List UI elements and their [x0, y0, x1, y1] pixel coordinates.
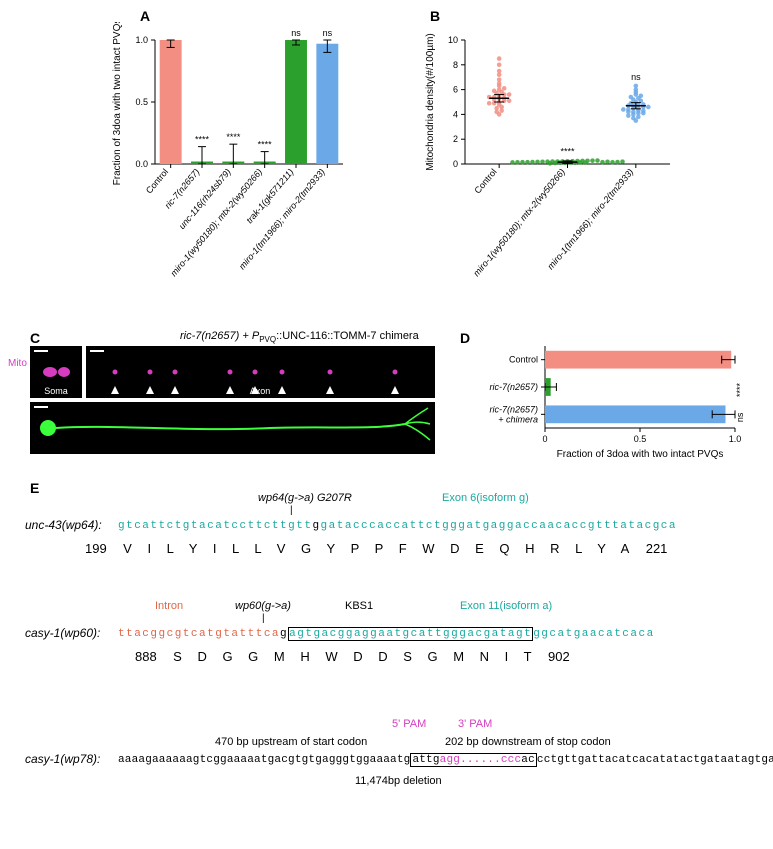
wp60-seq-mut: g [280, 628, 288, 640]
unc43-aa-seq: V I L Y I L L V G Y P P F W D E Q H R L … [123, 541, 635, 556]
wp78-pam-seq: agg......ccc [440, 754, 522, 766]
svg-text:Soma: Soma [44, 386, 68, 396]
wp78-deletion: 11,474bp deletion [355, 775, 442, 787]
wp60-seq-after: ggcatgaacatcaca [533, 628, 655, 640]
panel-d-chart: 0 0.5 1.0 Fraction of 3doa with two intact … [460, 340, 750, 460]
svg-text:6: 6 [453, 85, 458, 95]
panel-c-title-1: ric-7(n2657) + P [180, 330, 259, 342]
svg-text:Mitochondria density(#/100µm): Mitochondria density(#/100µm) [425, 33, 436, 171]
svg-text:1.0: 1.0 [729, 434, 742, 444]
unc43-seq-m: g [312, 520, 320, 532]
wp78-seq-r: cctgttgattacatcacatatactgataatagtgaatact… [537, 754, 773, 766]
wp78-pam5: 5' PAM [392, 718, 426, 730]
panel-c-title: ric-7(n2657) + PPVQ::UNC-116::TOMM-7 chi… [180, 330, 419, 344]
svg-text:****: **** [560, 147, 575, 157]
unc43-aa-end: 221 [646, 541, 668, 556]
wp78-box-l: attg [412, 754, 439, 766]
svg-text:Fraction of 3doa with two inta: Fraction of 3doa with two intact PVQs [557, 449, 724, 460]
unc43-seq-l: gtcattctgtacatccttcttgtt [118, 520, 312, 532]
panel-c-mito-label: Mito [8, 358, 27, 369]
panel-b-chart: 0 2 4 6 8 10 Mitochondria density(#/100µm) Cont… [415, 22, 675, 312]
svg-text:Axon: Axon [250, 386, 271, 396]
svg-text:****: **** [226, 132, 241, 142]
svg-text:****: **** [735, 383, 745, 398]
wp60-aa-end: 902 [548, 649, 570, 664]
wp78-pam3: 3' PAM [458, 718, 492, 730]
svg-text:ns: ns [291, 28, 301, 38]
panel-c-title-2: ::UNC-116::TOMM-7 chimera [276, 330, 419, 342]
wp60-aa-seq: S D G G M H W D D S G M N I T [173, 649, 537, 664]
wp78-seq-l: aaaagaaaaaagtcggaaaaatgacgtgtgagggtggaaa… [118, 754, 410, 766]
svg-text:****: **** [258, 140, 273, 150]
svg-text:8: 8 [453, 60, 458, 70]
svg-text:Control: Control [509, 355, 538, 365]
svg-text:0.5: 0.5 [135, 97, 148, 107]
svg-text:ns: ns [735, 412, 745, 422]
svg-text:+ chimera: + chimera [498, 414, 538, 424]
svg-text:0.5: 0.5 [634, 434, 647, 444]
wp60-gene-label: casy-1(wp60): [25, 626, 100, 640]
panel-e-label: E [30, 480, 39, 496]
svg-text:Control: Control [144, 167, 170, 196]
panel-c-microscopy: Soma Axon [30, 346, 435, 456]
wp60-mut-label: wp60(g->a) [235, 600, 291, 612]
svg-text:Fraction of 3doa with two inta: Fraction of 3doa with two intact PVQs [112, 22, 123, 185]
unc43-aa-start: 199 [85, 541, 107, 556]
svg-text:ns: ns [631, 72, 641, 82]
wp78-box-r: ac [521, 754, 535, 766]
panel-c-title-sub: PVQ [259, 335, 276, 344]
unc43-exon-label: Exon 6(isoform g) [442, 492, 529, 504]
wp60-intron-label: Intron [155, 600, 183, 612]
svg-text:2: 2 [453, 134, 458, 144]
svg-text:****: **** [195, 135, 210, 145]
svg-text:ric-7(n2657): ric-7(n2657) [489, 404, 538, 414]
wp60-aa-start: 888 [135, 649, 157, 664]
svg-text:1.0: 1.0 [135, 35, 148, 45]
unc43-seq-r: gatacccaccattctgggatgaggaccaacaccgtttata… [321, 520, 677, 532]
wp60-kbs-label: KBS1 [345, 600, 373, 612]
wp60-seq-intron: ttacggcgtcatgtatttca [118, 628, 280, 640]
panel-c-label: C [30, 330, 40, 346]
wp78-upstream: 470 bp upstream of start codon [215, 736, 367, 748]
wp78-downstream: 202 bp downstream of stop codon [445, 736, 611, 748]
unc43-mut-label: wp64(g->a) G207R [258, 492, 352, 504]
svg-text:0: 0 [542, 434, 547, 444]
wp60-exon-label: Exon 11(isoform a) [460, 600, 552, 612]
svg-text:Control: Control [472, 167, 498, 196]
svg-text:ric-7(n2657): ric-7(n2657) [489, 382, 538, 392]
wp60-seq-box: agtgacggaggaatgcattgggacgatagt [288, 627, 533, 641]
svg-text:0.0: 0.0 [135, 159, 148, 169]
unc43-gene-label: unc-43(wp64): [25, 518, 102, 532]
svg-text:ns: ns [323, 28, 333, 38]
svg-text:0: 0 [453, 159, 458, 169]
panel-a-chart: 0.0 0.5 1.0 Fraction of 3doa with two intac… [100, 22, 348, 312]
svg-text:10: 10 [448, 35, 458, 45]
svg-text:4: 4 [453, 109, 458, 119]
wp78-gene-label: casy-1(wp78): [25, 752, 100, 766]
